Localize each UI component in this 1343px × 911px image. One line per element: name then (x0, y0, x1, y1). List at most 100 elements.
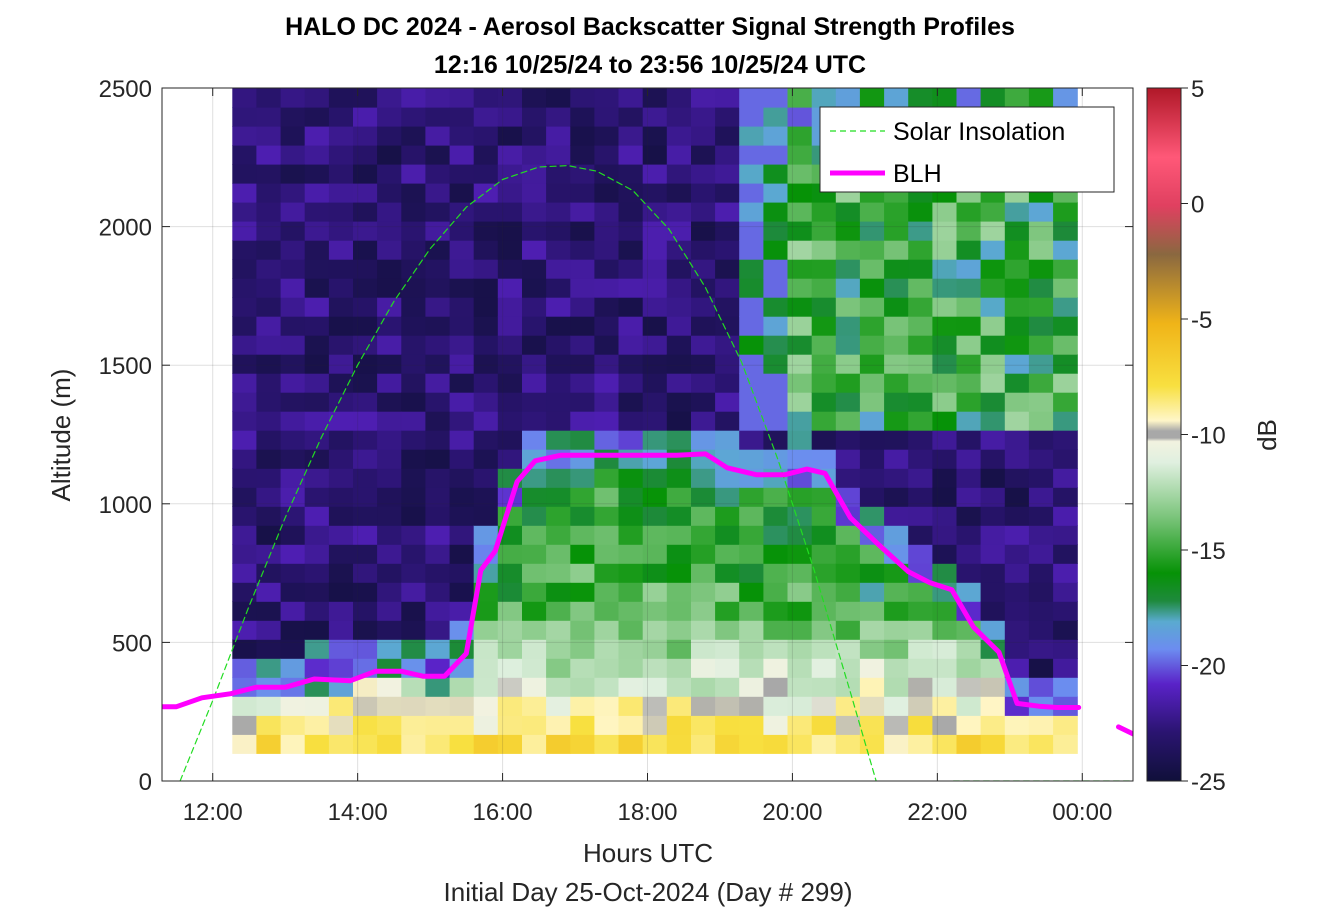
heatmap-cell (1053, 278, 1078, 298)
heatmap-cell (884, 88, 909, 108)
heatmap-cell (1028, 734, 1054, 754)
x-axis-sublabel: Initial Day 25-Oct-2024 (Day # 299) (444, 877, 853, 907)
heatmap-cell (980, 88, 1006, 108)
heatmap-cell (280, 107, 306, 127)
heatmap-cell (280, 449, 306, 469)
heatmap-cell (594, 506, 620, 526)
heatmap-cell (980, 316, 1006, 336)
heatmap-cell (401, 164, 426, 184)
heatmap-cell (884, 696, 909, 716)
heatmap-cell (522, 411, 547, 431)
heatmap-cell (739, 506, 764, 526)
heatmap-cell (232, 107, 257, 127)
colorbar: 5 0 -5 -10 -15 -20 -25 dB (1146, 76, 1282, 796)
heatmap-cell (353, 677, 378, 697)
heatmap-cell (956, 506, 982, 526)
heatmap-cell (256, 639, 282, 659)
heatmap-cell (256, 297, 282, 317)
chart-title: HALO DC 2024 - Aerosol Backscatter Signa… (285, 13, 1015, 41)
heatmap-cell (570, 544, 595, 564)
heatmap-cell (932, 373, 958, 393)
heatmap-cell (497, 316, 523, 336)
heatmap-cell (328, 525, 354, 545)
heatmap-cell (835, 620, 861, 640)
colorbar-tick-label: -15 (1191, 538, 1226, 565)
heatmap-cell (1053, 677, 1078, 697)
heatmap-cell (1053, 601, 1078, 621)
heatmap-cell (497, 88, 523, 108)
heatmap-cell (763, 715, 789, 735)
heatmap-cell (570, 126, 595, 146)
heatmap-cell (280, 373, 306, 393)
heatmap-cell (232, 696, 257, 716)
heatmap-cell (401, 487, 426, 507)
heatmap-cell (353, 696, 378, 716)
heatmap-cell (956, 297, 982, 317)
heatmap-cell (353, 544, 378, 564)
heatmap-cell (1053, 335, 1078, 355)
heatmap-cell (522, 145, 547, 165)
heatmap-cell (932, 563, 958, 583)
heatmap-cell (304, 449, 330, 469)
heatmap-cell (328, 202, 354, 222)
heatmap-cell (739, 582, 764, 602)
heatmap-cell (256, 202, 282, 222)
heatmap-cell (1053, 468, 1078, 488)
heatmap-cell (811, 335, 837, 355)
heatmap-cell (980, 677, 1006, 697)
heatmap-cell (377, 696, 402, 716)
heatmap-cell (377, 506, 402, 526)
heatmap-cell (377, 487, 402, 507)
heatmap-cell (908, 430, 933, 450)
heatmap-cell (739, 107, 764, 127)
heatmap-cell (811, 278, 837, 298)
heatmap-cell (425, 563, 451, 583)
heatmap-cell (787, 658, 813, 678)
colorbar-tick-label: -10 (1191, 423, 1226, 450)
heatmap-cell (401, 183, 426, 203)
heatmap-cell (1004, 297, 1030, 317)
heatmap-cell (353, 126, 378, 146)
heatmap-cell (691, 278, 716, 298)
heatmap-cell (618, 354, 644, 374)
heatmap-cell (546, 582, 571, 602)
heatmap-cell (401, 506, 426, 526)
heatmap-cell (691, 126, 716, 146)
heatmap-cell (401, 696, 426, 716)
heatmap-cell (787, 601, 813, 621)
heatmap-cell (546, 734, 571, 754)
heatmap-cell (1053, 221, 1078, 241)
heatmap-cell (932, 677, 958, 697)
heatmap-cell (1053, 373, 1078, 393)
heatmap-cell (377, 525, 402, 545)
heatmap-cell (304, 202, 330, 222)
heatmap-cell (980, 449, 1006, 469)
heatmap-cell (425, 639, 451, 659)
heatmap-cell (401, 126, 426, 146)
heatmap-cell (328, 715, 354, 735)
heatmap-cell (594, 164, 620, 184)
heatmap-cell (835, 525, 861, 545)
heatmap-cell (691, 487, 716, 507)
heatmap-cell (691, 525, 716, 545)
heatmap-cell (232, 202, 257, 222)
heatmap-cell (497, 107, 523, 127)
heatmap-cell (932, 354, 958, 374)
heatmap-cell (642, 449, 668, 469)
heatmap-cell (353, 525, 378, 545)
heatmap-cell (449, 107, 475, 127)
heatmap-cell (787, 696, 813, 716)
heatmap-cell (594, 88, 620, 108)
heatmap-cell (497, 544, 523, 564)
heatmap-cell (377, 620, 402, 640)
heatmap-cell (811, 392, 837, 412)
heatmap-cell (570, 164, 595, 184)
heatmap-cell (691, 734, 716, 754)
colorbar-tick-label: -20 (1191, 654, 1226, 681)
heatmap-cell (787, 544, 813, 564)
heatmap-cell (256, 563, 282, 583)
heatmap-cell (280, 240, 306, 260)
heatmap-cell (280, 88, 306, 108)
heatmap-cell (980, 468, 1006, 488)
heatmap-cell (280, 639, 306, 659)
